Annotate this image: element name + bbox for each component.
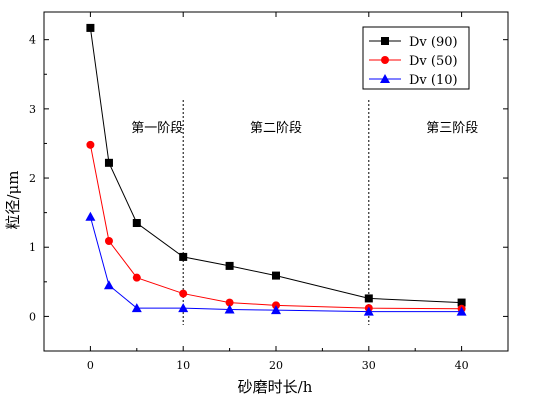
data-point xyxy=(456,306,467,316)
x-tick-label: 40 xyxy=(455,359,469,372)
stage-label: 第二阶段 xyxy=(250,121,302,136)
legend-label: Dv (50) xyxy=(409,54,458,69)
series-line xyxy=(89,27,462,304)
data-point xyxy=(86,23,95,32)
data-point xyxy=(179,252,188,261)
data-point xyxy=(86,140,95,149)
data-point xyxy=(179,289,188,298)
data-point xyxy=(132,273,141,282)
data-point xyxy=(224,304,235,314)
x-tick-label: 0 xyxy=(87,359,94,372)
legend: Dv (90) Dv (50) Dv (10) xyxy=(362,26,470,90)
data-point xyxy=(457,298,466,307)
legend-marker xyxy=(381,56,389,64)
plot-area: 0 10 20 30 40 0 1 2 3 4 第一阶段 第二阶段 第三阶段 xyxy=(29,11,509,372)
data-point xyxy=(85,211,96,221)
data-point xyxy=(103,280,114,290)
data-point xyxy=(364,294,373,303)
data-point xyxy=(225,298,234,307)
data-point xyxy=(271,305,281,315)
legend-marker xyxy=(381,37,389,45)
x-axis-title: 砂磨时长/h xyxy=(238,378,313,396)
stage-label: 第三阶段 xyxy=(426,121,478,136)
legend-label: Dv (10) xyxy=(409,73,458,88)
data-point xyxy=(225,261,234,270)
data-point xyxy=(132,219,141,228)
y-axis-title: 粒径/μm xyxy=(4,170,22,229)
y-tick-label: 4 xyxy=(29,34,36,47)
x-tick-label: 10 xyxy=(176,359,190,372)
stage-label: 第一阶段 xyxy=(131,121,183,136)
y-tick-label: 0 xyxy=(29,310,36,323)
data-point xyxy=(363,306,374,316)
y-tick-label: 2 xyxy=(29,172,36,185)
data-point xyxy=(131,303,142,313)
data-point xyxy=(178,303,189,313)
legend-marker xyxy=(380,74,390,83)
y-tick-label: 3 xyxy=(29,103,36,116)
data-point xyxy=(104,158,113,167)
series-line xyxy=(89,144,462,310)
x-tick-label: 20 xyxy=(269,359,283,372)
y-tick-label: 1 xyxy=(29,241,36,254)
series-line xyxy=(89,216,462,313)
data-point xyxy=(104,236,113,245)
data-point xyxy=(272,271,280,280)
legend-label: Dv (90) xyxy=(409,35,458,50)
x-tick-label: 30 xyxy=(362,359,376,372)
